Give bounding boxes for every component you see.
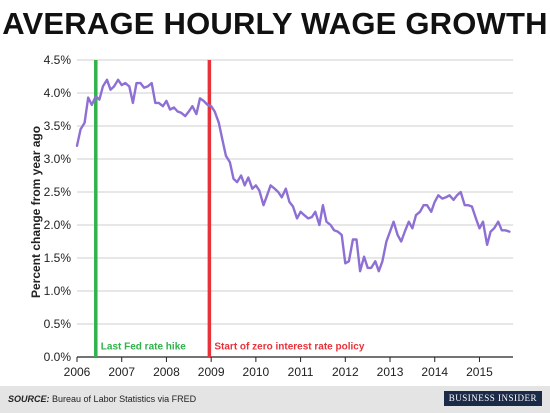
y-tick-label: 4.5% [44,53,72,67]
y-tick-label: 1.0% [44,284,72,298]
x-tick-label: 2010 [243,365,270,379]
brand-logo: BUSINESS INSIDER [443,391,542,406]
y-tick-label: 0.0% [44,350,72,364]
chart-title: AVERAGE HOURLY WAGE GROWTH [2,6,548,41]
y-axis-label: Percent change from year ago [29,126,43,298]
footer-bar: SOURCE: Bureau of Labor Statistics via F… [0,386,550,413]
x-axis: 2006 2007 2008 2009 2010 2011 2012 2013 2014 2015 [64,356,513,379]
wage-growth-line [75,78,511,273]
line-chart: 0.0% 0.5% 1.0% 1.5% 2.0% 2.5% 3.0% 3.5% 4.0% 4.5%… [29,53,513,379]
y-tick-label: 0.5% [44,317,72,331]
series [75,78,511,273]
annotations: Last Fed rate hike Start of zero interest… [94,60,365,357]
zero-rate-label: Start of zero interest rate policy [214,342,364,353]
y-tick-label: 1.5% [44,251,72,265]
y-tick-label: 3.5% [44,119,72,133]
x-tick-label: 2011 [288,365,314,379]
x-tick-label: 2007 [108,365,135,379]
x-tick-label: 2012 [332,365,359,379]
source-note: SOURCE: Bureau of Labor Statistics via F… [8,394,196,404]
y-tick-label: 2.0% [44,218,72,232]
y-tick-label: 2.5% [44,185,72,199]
y-tick-label: 3.0% [44,152,72,166]
y-axis: 0.0% 0.5% 1.0% 1.5% 2.0% 2.5% 3.0% 3.5% 4.0% 4.5% [44,53,72,364]
x-tick-label: 2008 [153,365,180,379]
x-tick-label: 2009 [198,365,225,379]
fed-hike-label: Last Fed rate hike [101,342,186,353]
source-label: SOURCE: [8,394,50,404]
x-tick-label: 2015 [466,365,493,379]
x-tick-label: 2014 [421,365,448,379]
x-tick-label: 2006 [64,365,91,379]
source-text: Bureau of Labor Statistics via FRED [52,394,197,404]
grid-lines [77,59,513,325]
y-tick-label: 4.0% [44,86,72,100]
x-tick-label: 2013 [377,365,404,379]
